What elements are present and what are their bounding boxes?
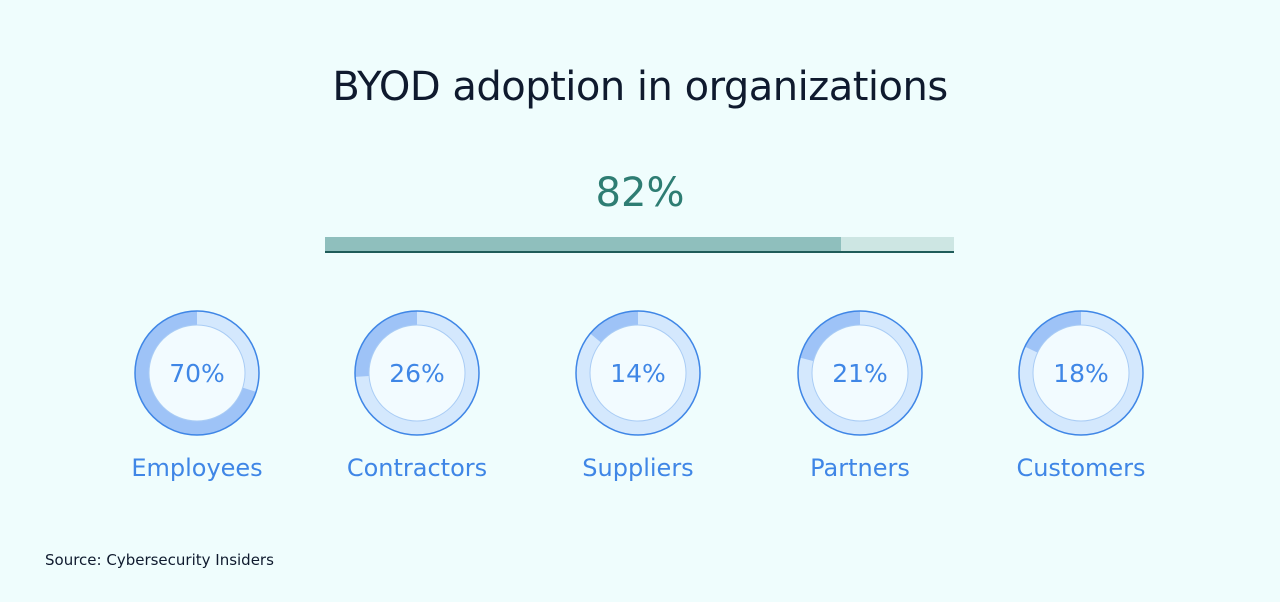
donut-category-label: Suppliers (582, 454, 694, 482)
overall-progress-fill (325, 237, 841, 251)
donut-chart: 70% (134, 310, 260, 436)
donut-category-label: Employees (131, 454, 263, 482)
donut-contractors: 26% Contractors (297, 310, 537, 482)
donut-partners: 21% Partners (740, 310, 980, 482)
donut-outer-ring (797, 310, 923, 436)
donut-outer-ring (575, 310, 701, 436)
donut-value-label: 70% (169, 359, 225, 388)
overall-value-label: 82% (595, 170, 685, 216)
donut-slice-customers (1019, 311, 1143, 435)
donut-slice-employees (135, 311, 259, 435)
donut-suppliers: 14% Suppliers (518, 310, 758, 482)
donut-slice-contractors (355, 311, 479, 435)
donut-value-label: 21% (832, 359, 888, 388)
donut-chart: 14% (575, 310, 701, 436)
chart-title: BYOD adoption in organizations (332, 64, 948, 110)
donut-value-label: 14% (610, 359, 666, 388)
donut-category-label: Contractors (346, 454, 488, 482)
donut-hole (1032, 324, 1130, 422)
donut-chart: 26% (354, 310, 480, 436)
donut-hole (811, 324, 909, 422)
donut-outer-ring (354, 310, 480, 436)
donut-outer-ring (1018, 310, 1144, 436)
donut-outer-ring (134, 310, 260, 436)
donut-category-label: Customers (1016, 454, 1146, 482)
donut-value-label: 26% (389, 359, 445, 388)
donut-value-label: 18% (1053, 359, 1109, 388)
donut-employees: 70% Employees (77, 310, 317, 482)
donut-hole (589, 324, 687, 422)
donut-hole (368, 324, 466, 422)
donut-slice-partners (798, 311, 922, 435)
donut-slice-suppliers (576, 311, 700, 435)
donut-customers: 18% Customers (961, 310, 1201, 482)
donut-chart: 18% (1018, 310, 1144, 436)
overall-progress-bar (325, 237, 954, 253)
donut-hole (148, 324, 246, 422)
source-note: Source: Cybersecurity Insiders (45, 551, 274, 569)
donut-chart: 21% (797, 310, 923, 436)
donut-category-label: Partners (810, 454, 910, 482)
